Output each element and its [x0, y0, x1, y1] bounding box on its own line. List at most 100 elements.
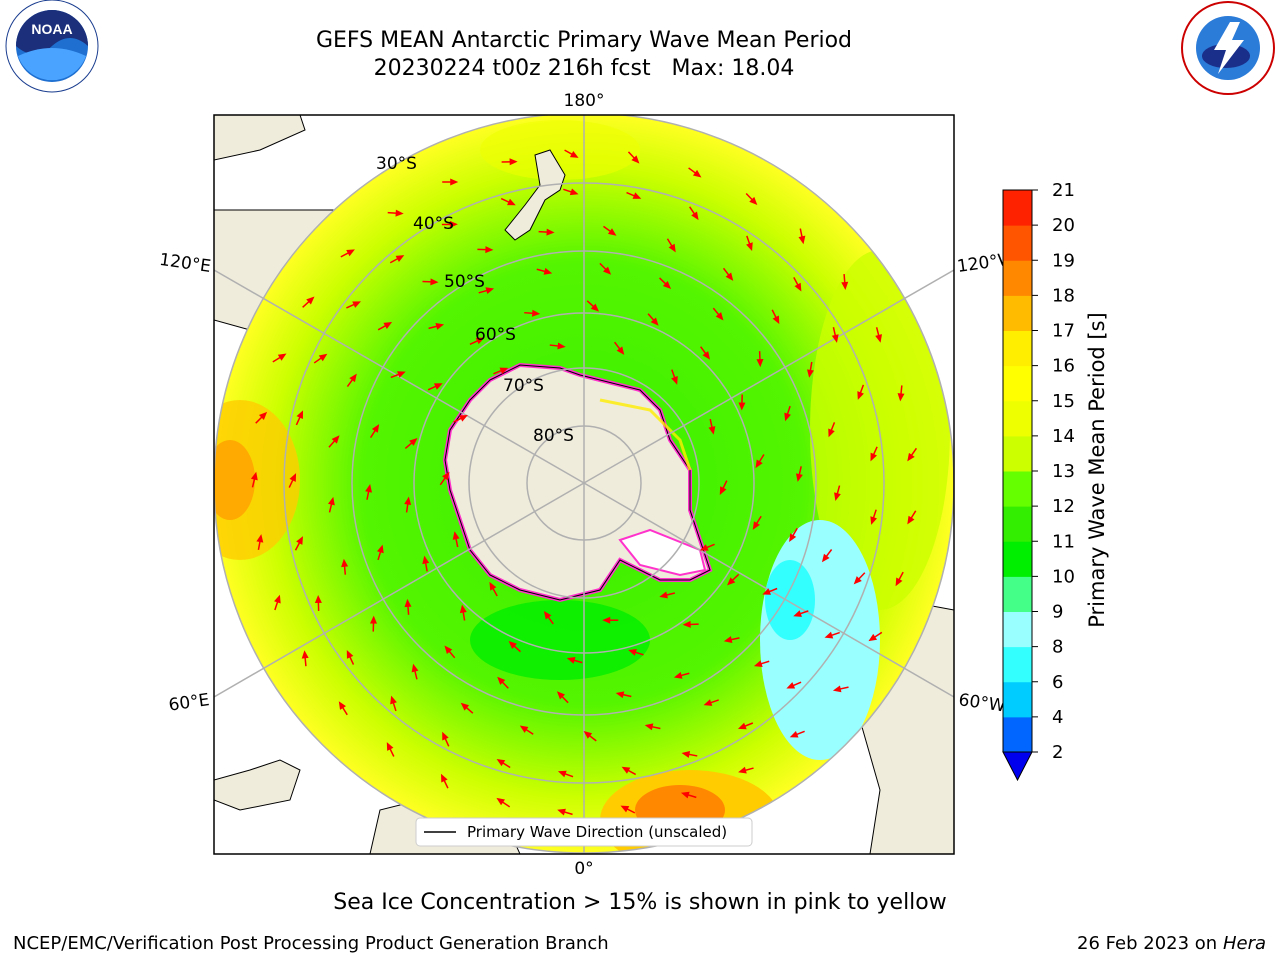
- wave-direction-arrow: [428, 322, 445, 330]
- lon-label-60e: 60°E: [167, 690, 210, 715]
- graticule: [214, 115, 954, 854]
- wave-direction-arrow: [294, 536, 303, 551]
- wave-direction-arrow: [346, 301, 361, 309]
- wave-direction-arrow: [828, 422, 836, 438]
- wave-direction-arrow: [519, 725, 534, 735]
- wave-direction-arrow: [666, 238, 676, 253]
- wave-direction-arrow: [439, 471, 450, 486]
- colorbar-tick-label: 12: [1052, 496, 1075, 517]
- map-frame: [213, 114, 955, 855]
- wave-direction-arrow: [793, 277, 802, 292]
- chart-subtitle: 20230224 t00z 216h fcst Max: 18.04: [373, 56, 795, 81]
- wave-direction-arrow: [688, 167, 702, 178]
- wave-direction-arrow: [389, 255, 405, 264]
- colorbar-tick-label: 6: [1052, 672, 1063, 693]
- wave-direction-arrow: [626, 191, 642, 199]
- lon-label-60w: 60°W: [957, 690, 1006, 716]
- wave-direction-arrow: [615, 691, 632, 699]
- wave-direction-arrow: [784, 405, 791, 422]
- wave-direction-arrow: [853, 572, 866, 585]
- wave-direction-arrow: [346, 650, 355, 665]
- map-area: Primary Wave Direction (unscaled): [214, 115, 954, 854]
- wave-direction-arrow: [386, 742, 395, 757]
- wave-direction-arrow: [796, 466, 803, 482]
- wave-direction-arrow: [390, 695, 397, 712]
- colorbar-tick-label: 9: [1052, 602, 1063, 623]
- wave-direction-arrow: [703, 699, 719, 706]
- wave-direction-arrow: [538, 228, 555, 236]
- wave-direction-arrow: [746, 235, 753, 252]
- wave-direction-arrow: [313, 353, 328, 364]
- wave-direction-arrow: [762, 587, 778, 595]
- colorbar-swatch: [1003, 576, 1032, 612]
- wave-direction-arrow: [327, 496, 335, 513]
- colorbar-swatch: [1003, 295, 1032, 331]
- wave-direction-arrow: [442, 178, 459, 186]
- wave-direction-arrow: [583, 731, 597, 742]
- colorbar-under-extension: [1002, 751, 1033, 782]
- wave-direction-arrow: [834, 485, 841, 501]
- colorbar-tick-label: 16: [1052, 356, 1075, 377]
- wave-direction-arrow: [256, 534, 264, 551]
- wave-direction-arrow: [302, 296, 315, 308]
- wave-direction-arrow: [895, 571, 904, 587]
- wave-direction-arrow: [404, 438, 418, 450]
- wave-direction-arrow: [786, 681, 802, 689]
- wave-direction-arrow: [422, 278, 439, 286]
- wave-direction-arrow: [681, 751, 698, 758]
- wave-direction-arrow: [659, 591, 676, 599]
- wave-direction-arrow: [441, 220, 458, 228]
- wave-direction-arrow: [274, 594, 281, 611]
- colorbar-swatch: [1003, 716, 1032, 753]
- wave-direction-arrow: [314, 594, 322, 611]
- wave-direction-arrow: [524, 309, 541, 317]
- wave-direction-arrow: [821, 549, 833, 563]
- colorbar-swatch: [1003, 506, 1032, 542]
- colorbar-swatch: [1003, 681, 1032, 718]
- wave-direction-arrow: [841, 274, 849, 291]
- lat-label-70s: 70°S: [503, 376, 544, 396]
- colorbar-swatch: [1003, 260, 1032, 296]
- lat-label-60s: 60°S: [475, 325, 516, 345]
- wave-direction-arrow: [907, 447, 918, 462]
- wave-direction-arrow: [288, 473, 297, 488]
- footer-machine: Hera: [1222, 933, 1266, 954]
- wave-direction-arrow: [897, 385, 905, 402]
- wave-direction-arrow: [647, 313, 659, 326]
- colorbar-tick-label: 2: [1052, 742, 1063, 763]
- wave-direction-arrow: [599, 262, 612, 275]
- wave-direction-arrow: [752, 515, 762, 530]
- colorbar-tick-label: 11: [1052, 531, 1075, 552]
- wave-direction-arrow: [621, 766, 637, 776]
- wave-direction-arrow: [365, 484, 372, 500]
- wave-direction-arrow: [712, 307, 724, 321]
- wave-direction-arrow: [557, 808, 573, 816]
- wave-direction-arrow: [255, 411, 268, 424]
- wave-direction-arrow: [831, 327, 839, 343]
- wave-direction-arrow: [340, 249, 355, 258]
- colorbar-swatch: [1003, 330, 1032, 367]
- noaa-logo-text: NOAA: [31, 21, 72, 37]
- colorbar-tick-label: 20: [1052, 215, 1075, 236]
- wave-direction-arrow: [489, 581, 498, 597]
- wave-direction-arrow: [700, 346, 711, 360]
- colorbar-swatch: [1003, 365, 1032, 402]
- wave-direction-arrow: [341, 558, 349, 575]
- wave-direction-arrow: [738, 394, 746, 411]
- wave-direction-arrow: [369, 424, 380, 439]
- colorbar-swatch: [1003, 190, 1032, 226]
- wave-direction-arrow: [658, 277, 672, 290]
- wave-direction-arrow: [338, 701, 348, 716]
- wave-direction-arrow: [459, 604, 467, 621]
- colorbar-swatch: [1003, 541, 1032, 577]
- colorbar-swatch: [1003, 646, 1032, 683]
- wave-direction-arrow: [824, 631, 840, 639]
- wave-direction-arrow: [870, 509, 878, 525]
- wave-direction-arrow: [756, 351, 764, 368]
- wave-direction-arrow: [295, 410, 304, 426]
- wave-direction-arrow: [369, 615, 377, 632]
- wave-direction-arrow: [496, 758, 511, 769]
- wave-direction-arrow: [680, 791, 697, 799]
- wave-direction-arrow: [832, 685, 849, 693]
